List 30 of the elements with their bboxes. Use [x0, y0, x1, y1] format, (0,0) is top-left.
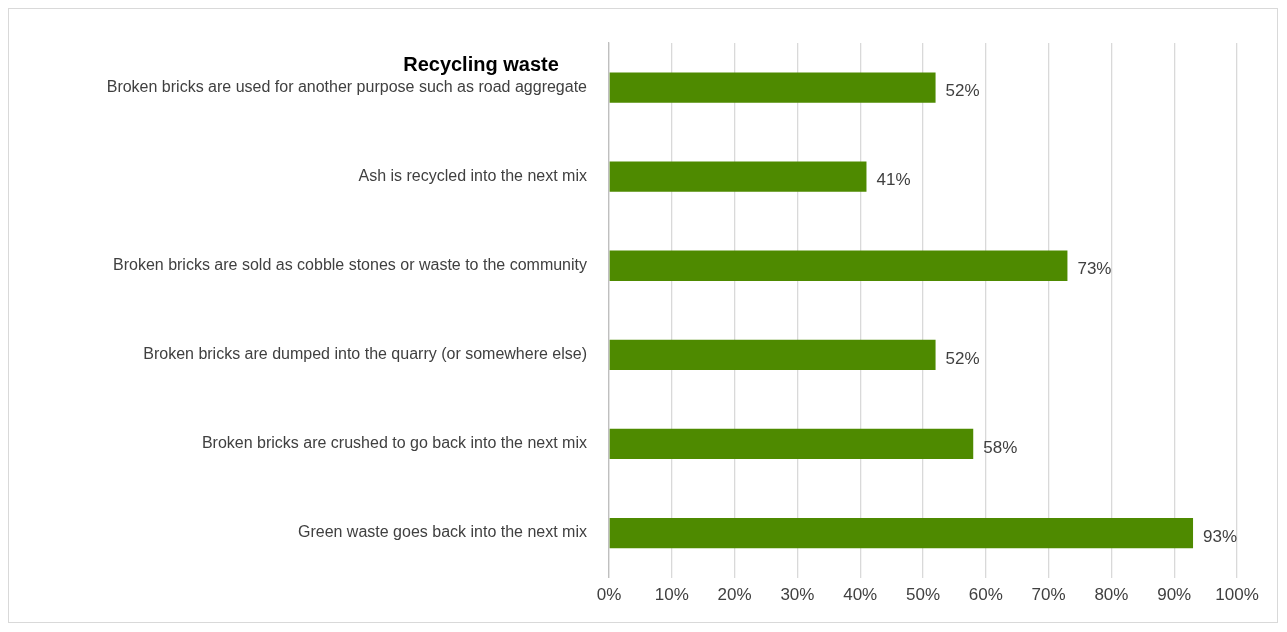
x-tick-label: 80%	[1094, 585, 1129, 605]
x-tick-label: 0%	[596, 585, 622, 605]
y-tick-label: Ash is recycled into the next mix	[358, 167, 587, 185]
bar	[609, 517, 1194, 549]
data-label: 58%	[983, 437, 1018, 457]
x-tick-label: 60%	[968, 585, 1003, 605]
data-label: 52%	[945, 348, 980, 368]
x-tick-label: 40%	[843, 585, 878, 605]
text: Recycling waste	[403, 52, 559, 75]
data-label: 41%	[876, 170, 911, 190]
bar	[609, 250, 1068, 281]
x-tick-label: 20%	[717, 585, 752, 605]
x-tick-label: 90%	[1157, 585, 1192, 605]
y-tick-label: Broken bricks are dumped into the quarry (or somewhere else)	[143, 345, 587, 363]
data-label: 73%	[1077, 259, 1112, 279]
x-tick-label: 50%	[905, 585, 941, 605]
bar	[609, 339, 936, 370]
y-tick-label: Broken bricks are used for another purpose such as road aggregate	[106, 77, 588, 95]
y-tick-label: Broken bricks are sold as cobble stones or waste to the community	[113, 256, 587, 274]
bar	[609, 161, 867, 192]
y-tick-label: Broken bricks are crushed to go back into the next mix	[201, 434, 587, 452]
x-tick-label: 10%	[654, 585, 689, 605]
x-tick-label: 30%	[780, 585, 815, 605]
data-label: 52%	[945, 81, 980, 101]
x-tick-label: 70%	[1031, 585, 1066, 605]
data-label: 93%	[1203, 526, 1238, 546]
bar	[609, 72, 936, 103]
x-tick-label: 100%	[1215, 585, 1259, 605]
bar	[609, 428, 974, 460]
y-tick-label: Green waste goes back into the next mix	[297, 523, 587, 541]
